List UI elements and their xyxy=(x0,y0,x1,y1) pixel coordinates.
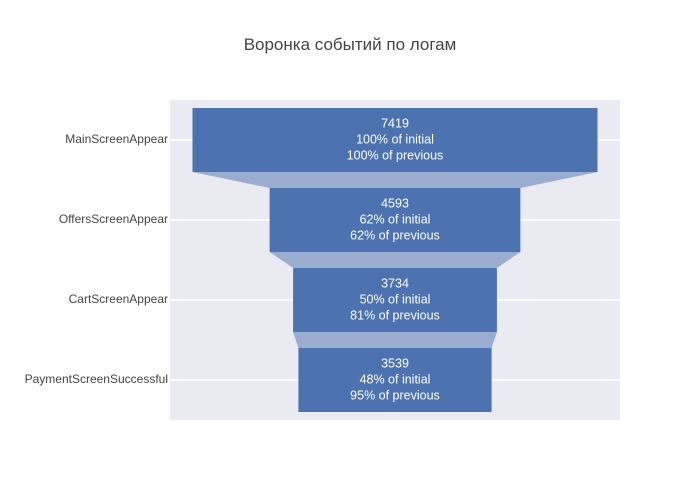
funnel-connector xyxy=(269,252,521,268)
funnel-bar[interactable] xyxy=(192,108,598,172)
chart-title: Воронка событий по логам xyxy=(244,35,457,54)
stage-labels: MainScreenAppear OffersScreenAppear CartSc… xyxy=(25,132,168,386)
bar-pct-previous-label: 81% of previous xyxy=(350,308,440,322)
bar-value-label: 7419 xyxy=(381,116,409,130)
funnel-bar[interactable] xyxy=(293,268,497,332)
bar-pct-previous-label: 100% of previous xyxy=(347,148,444,162)
bar-pct-initial-label: 50% of initial xyxy=(360,292,431,306)
bar-value-label: 4593 xyxy=(381,196,409,210)
funnel-bars: 7419 100% of initial 100% of previous 4593 6… xyxy=(192,108,598,412)
stage-label: MainScreenAppear xyxy=(65,132,168,146)
bar-pct-previous-label: 95% of previous xyxy=(350,388,440,402)
bar-pct-initial-label: 48% of initial xyxy=(360,372,431,386)
funnel-connector xyxy=(293,332,497,348)
bar-value-label: 3539 xyxy=(381,356,409,370)
bar-pct-initial-label: 100% of initial xyxy=(356,132,434,146)
bar-pct-initial-label: 62% of initial xyxy=(360,212,431,226)
funnel-connector xyxy=(192,172,598,188)
bar-pct-previous-label: 62% of previous xyxy=(350,228,440,242)
bar-value-label: 3734 xyxy=(381,276,409,290)
stage-label: OffersScreenAppear xyxy=(59,212,168,226)
stage-label: CartScreenAppear xyxy=(69,292,168,306)
funnel-bar[interactable] xyxy=(298,348,492,412)
stage-label: PaymentScreenSuccessful xyxy=(25,372,168,386)
connectors xyxy=(192,172,598,348)
funnel-bar[interactable] xyxy=(269,188,521,252)
